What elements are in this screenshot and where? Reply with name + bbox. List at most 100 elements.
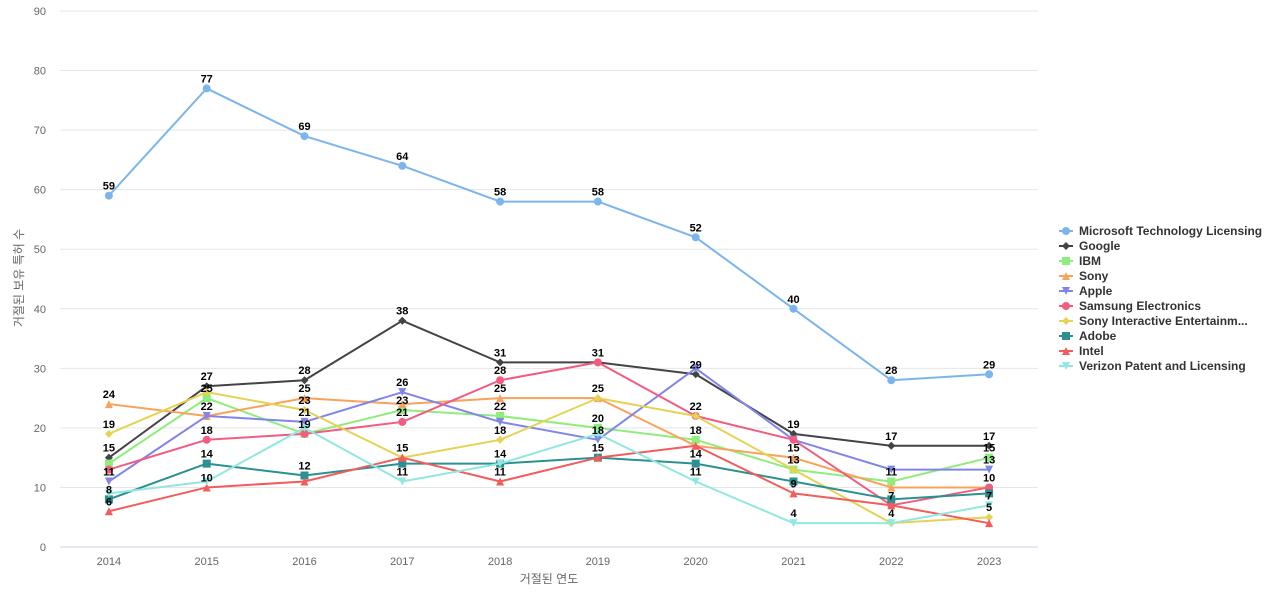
- legend-item-1[interactable]: Google: [1059, 239, 1121, 253]
- data-label-2023-60: 17: [983, 431, 995, 443]
- x-tick-label-2015: 2015: [194, 556, 218, 568]
- series-6-line: [107, 391, 991, 525]
- legend-item-9[interactable]: Verizon Patent and Licensing: [1059, 359, 1246, 373]
- series-2-point-2023: [985, 453, 994, 462]
- series-9-point-2014: [104, 489, 113, 498]
- y-tick-label-50: 50: [34, 244, 46, 256]
- series-3-point-2018: [496, 394, 505, 403]
- y-tick-label-60: 60: [34, 185, 46, 197]
- series-7-point-2017: [398, 459, 407, 468]
- x-tick-label-2020: 2020: [683, 556, 707, 568]
- series-7-line: [107, 456, 991, 501]
- series-0-point-2017: [398, 161, 407, 170]
- legend-item-6[interactable]: Sony Interactive Entertainm...: [1059, 314, 1248, 328]
- y-tick-label-40: 40: [34, 304, 46, 316]
- data-label-2021-49: 19: [787, 419, 799, 431]
- legend-label-7: Adobe: [1079, 329, 1117, 343]
- y-tick-label-70: 70: [34, 125, 46, 137]
- series-1: [104, 316, 994, 462]
- data-label-2022-55: 17: [885, 431, 897, 443]
- series-0-point-2016: [300, 132, 309, 141]
- data-label-2018-31: 25: [494, 383, 506, 395]
- series-4-point-2022: [887, 465, 896, 474]
- legend-symbol-5: [1062, 302, 1070, 310]
- legend-item-4[interactable]: Apple: [1059, 284, 1113, 298]
- legend-label-3: Sony: [1079, 269, 1109, 283]
- data-label-2022-56: 11: [885, 466, 897, 478]
- series-2-point-2015: [202, 394, 211, 403]
- data-label-2023-59: 29: [983, 359, 995, 371]
- series-4-point-2019: [593, 435, 602, 444]
- data-label-2015-7: 77: [201, 73, 213, 85]
- data-label-2018-29: 31: [494, 347, 506, 359]
- series-7-point-2022: [887, 495, 896, 504]
- y-tick-label-0: 0: [40, 542, 46, 554]
- series-9-point-2022: [887, 519, 896, 528]
- data-label-2016-15: 28: [298, 365, 310, 377]
- series-2-point-2017: [398, 406, 407, 415]
- series-8-point-2018: [496, 477, 505, 486]
- series-6-point-2016: [300, 406, 309, 415]
- series-9-point-2021: [789, 519, 798, 528]
- legend-symbol-2: [1062, 257, 1070, 265]
- legend-item-7[interactable]: Adobe: [1059, 329, 1117, 343]
- data-label-2019-41: 15: [592, 443, 604, 455]
- legend-symbol-7: [1062, 332, 1070, 340]
- x-tick-label-2022: 2022: [879, 556, 903, 568]
- series-7-point-2020: [691, 459, 700, 468]
- legend[interactable]: Microsoft Technology LicensingGoogleIBMS…: [1059, 224, 1262, 373]
- series-9-point-2018: [496, 459, 505, 468]
- series-9: [104, 423, 994, 528]
- series-3-point-2016: [300, 394, 309, 403]
- data-label-2016-18: 21: [298, 407, 310, 419]
- x-tick-label-2014: 2014: [97, 556, 121, 568]
- data-label-2020-45: 18: [690, 425, 702, 437]
- data-label-2021-52: 9: [790, 478, 796, 490]
- series-8-point-2015: [202, 483, 211, 492]
- legend-item-2[interactable]: IBM: [1059, 254, 1101, 268]
- x-axis-ticks: 2014 2015 2016 2017 2018 2019 2020 2021 2022 2023: [97, 556, 1002, 568]
- series-1-point-2016: [300, 376, 309, 385]
- data-label-2019-36: 58: [592, 187, 604, 199]
- y-tick-label-90: 90: [34, 6, 46, 18]
- data-label-2015-8: 27: [201, 371, 213, 383]
- legend-item-5[interactable]: Samsung Electronics: [1059, 299, 1201, 313]
- y-axis-ticks: 0 10 20 30 40 50 60 70 80 90: [34, 6, 46, 554]
- data-label-2020-43: 29: [690, 359, 702, 371]
- series-4-point-2016: [300, 417, 309, 426]
- series-6-point-2021: [789, 465, 798, 474]
- series-9-point-2017: [398, 477, 407, 486]
- series-7-point-2014: [104, 495, 113, 504]
- series-2-point-2014: [104, 459, 113, 468]
- legend-symbol-6: [1062, 317, 1070, 325]
- y-tick-label-10: 10: [34, 482, 46, 494]
- series-4-point-2018: [496, 417, 505, 426]
- legend-label-5: Samsung Electronics: [1079, 299, 1201, 313]
- series-2-line: [107, 397, 991, 483]
- series-0-point-2021: [789, 304, 798, 313]
- series-8: [104, 441, 994, 528]
- series-1-point-2020: [691, 370, 700, 379]
- data-label-2020-46: 14: [690, 449, 703, 461]
- series-0-point-2020: [691, 233, 700, 242]
- legend-symbol-0: [1062, 227, 1070, 235]
- data-label-2015-12: 14: [201, 449, 214, 461]
- data-label-2017-25: 21: [396, 407, 408, 419]
- series-4-point-2023: [985, 465, 994, 474]
- legend-label-2: IBM: [1079, 254, 1101, 268]
- series-8-point-2019: [593, 453, 602, 462]
- legend-item-8[interactable]: Intel: [1059, 344, 1104, 358]
- data-label-2018-35: 11: [494, 466, 506, 478]
- data-label-2023-63: 10: [983, 472, 995, 484]
- legend-item-0[interactable]: Microsoft Technology Licensing: [1059, 224, 1262, 238]
- data-label-2023-64: 7: [986, 490, 992, 502]
- data-label-2020-42: 52: [690, 222, 702, 234]
- data-label-2019-38: 25: [592, 383, 604, 395]
- data-label-2016-14: 69: [298, 121, 310, 133]
- legend-item-3[interactable]: Sony: [1059, 269, 1109, 283]
- legend-symbol-8: [1062, 347, 1070, 355]
- series-1-point-2023: [985, 441, 994, 450]
- series-3-point-2021: [789, 453, 798, 462]
- data-label-2022-57: 7: [888, 490, 894, 502]
